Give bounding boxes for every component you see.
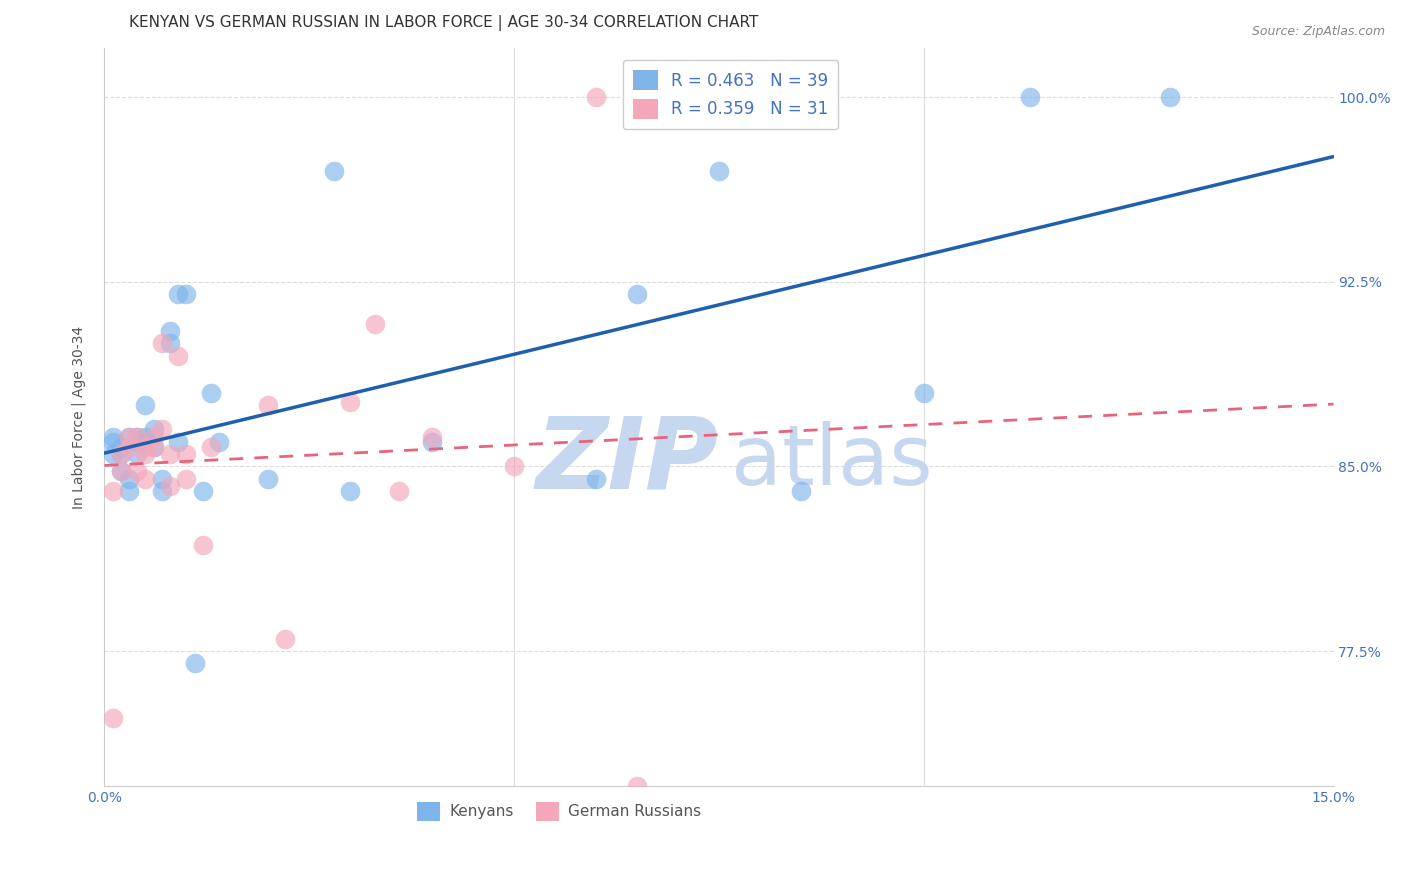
Point [167,287,190,301]
Point [127,430,149,444]
Point [1019,90,1042,104]
Point [167,434,190,449]
Point [167,349,190,363]
Legend: Kenyans, German Russians: Kenyans, German Russians [411,796,707,827]
Point [134,398,156,412]
Text: Source: ZipAtlas.com: Source: ZipAtlas.com [1251,25,1385,38]
Point [101,447,124,461]
Point [790,483,813,498]
Point [150,422,173,436]
Point [420,434,443,449]
Point [585,90,607,104]
Point [626,780,648,794]
Point [127,434,149,449]
Point [127,464,149,478]
Text: ZIP: ZIP [536,413,718,510]
Point [134,434,156,449]
Point [200,440,222,454]
Point [127,430,149,444]
Point [110,447,132,461]
Point [183,657,205,671]
Point [159,324,181,338]
Point [101,710,124,724]
Point [118,472,141,486]
Point [503,459,526,474]
Point [420,430,443,444]
Point [142,422,165,436]
Point [200,385,222,400]
Point [110,447,132,461]
Point [134,430,156,444]
Point [110,464,132,478]
Point [150,472,173,486]
Point [707,164,730,178]
Point [274,632,297,646]
Point [142,440,165,454]
Point [118,430,141,444]
Point [142,440,165,454]
Point [142,430,165,444]
Point [118,483,141,498]
Point [191,483,214,498]
Point [388,483,411,498]
Point [110,464,132,478]
Point [134,440,156,454]
Point [912,385,935,400]
Point [257,398,280,412]
Point [159,479,181,493]
Point [101,430,124,444]
Point [150,336,173,351]
Point [626,287,648,301]
Y-axis label: In Labor Force | Age 30-34: In Labor Force | Age 30-34 [72,326,86,508]
Point [176,447,198,461]
Text: atlas: atlas [731,421,934,502]
Point [159,447,181,461]
Point [101,483,124,498]
Point [257,472,280,486]
Point [159,336,181,351]
Point [191,538,214,552]
Point [1159,90,1181,104]
Point [585,472,607,486]
Point [118,440,141,454]
Point [150,483,173,498]
Point [134,447,156,461]
Point [134,472,156,486]
Point [339,483,361,498]
Point [339,395,361,409]
Point [208,434,231,449]
Point [364,317,387,331]
Text: KENYAN VS GERMAN RUSSIAN IN LABOR FORCE | AGE 30-34 CORRELATION CHART: KENYAN VS GERMAN RUSSIAN IN LABOR FORCE … [129,15,758,31]
Point [127,447,149,461]
Point [101,434,124,449]
Point [110,440,132,454]
Point [118,430,141,444]
Point [176,472,198,486]
Point [322,164,344,178]
Point [176,287,198,301]
